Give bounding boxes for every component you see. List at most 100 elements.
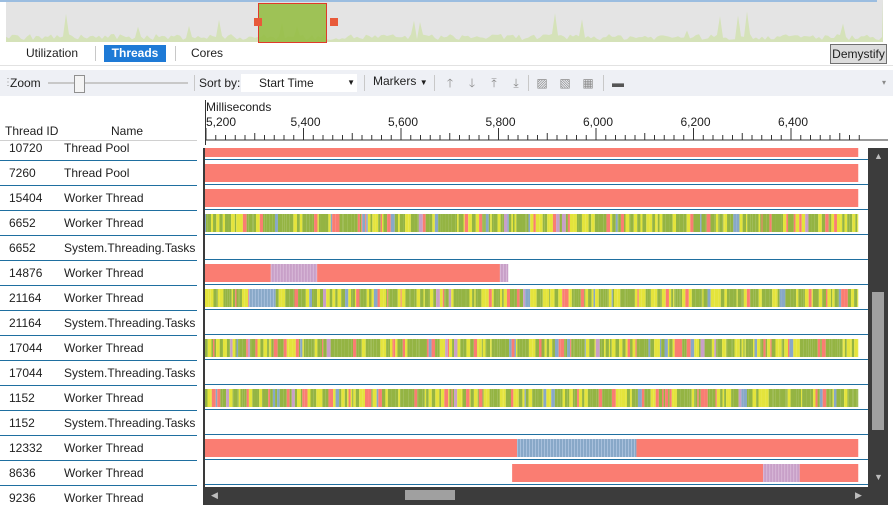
thread-lane[interactable] xyxy=(512,464,858,482)
state-segment[interactable] xyxy=(467,289,470,307)
state-segment[interactable] xyxy=(699,389,701,407)
state-segment[interactable] xyxy=(725,339,726,357)
state-segment[interactable] xyxy=(660,339,661,357)
state-segment[interactable] xyxy=(759,289,761,307)
state-segment[interactable] xyxy=(448,389,449,407)
state-segment[interactable] xyxy=(278,339,281,357)
state-segment[interactable] xyxy=(247,389,249,407)
state-segment[interactable] xyxy=(657,289,661,307)
state-segment[interactable] xyxy=(367,289,369,307)
state-segment[interactable] xyxy=(297,389,301,407)
state-segment[interactable] xyxy=(481,289,485,307)
state-segment[interactable] xyxy=(314,289,317,307)
state-segment[interactable] xyxy=(598,214,601,232)
state-segment[interactable] xyxy=(762,289,766,307)
state-segment[interactable] xyxy=(308,389,311,407)
state-segment[interactable] xyxy=(371,339,373,357)
thread-timeline[interactable] xyxy=(205,148,868,488)
state-segment[interactable] xyxy=(760,214,761,232)
state-segment[interactable] xyxy=(454,339,457,357)
state-segment[interactable] xyxy=(550,214,553,232)
state-segment[interactable] xyxy=(562,214,566,232)
state-segment[interactable] xyxy=(788,214,791,232)
state-segment[interactable] xyxy=(557,389,560,407)
state-segment[interactable] xyxy=(296,339,299,357)
state-segment[interactable] xyxy=(321,214,325,232)
state-segment[interactable] xyxy=(504,289,507,307)
state-segment[interactable] xyxy=(559,339,561,357)
state-segment[interactable] xyxy=(778,339,781,357)
state-segment[interactable] xyxy=(749,339,752,357)
state-segment[interactable] xyxy=(362,214,365,232)
state-segment[interactable] xyxy=(784,339,788,357)
state-segment[interactable] xyxy=(325,214,328,232)
state-segment[interactable] xyxy=(801,389,802,407)
state-segment[interactable] xyxy=(681,289,682,307)
state-segment[interactable] xyxy=(772,339,774,357)
state-segment[interactable] xyxy=(584,389,588,407)
state-segment[interactable] xyxy=(403,389,407,407)
state-segment[interactable] xyxy=(830,339,831,357)
state-segment[interactable] xyxy=(697,214,700,232)
state-segment[interactable] xyxy=(796,389,798,407)
move-down-icon[interactable]: 🡓 xyxy=(464,70,480,96)
state-segment[interactable] xyxy=(441,214,443,232)
state-segment[interactable] xyxy=(574,339,575,357)
state-segment[interactable] xyxy=(470,389,471,407)
state-segment[interactable] xyxy=(753,389,757,407)
state-segment[interactable] xyxy=(366,214,368,232)
state-segment[interactable] xyxy=(326,289,330,307)
state-segment[interactable] xyxy=(726,389,729,407)
state-segment[interactable] xyxy=(535,339,539,357)
state-segment[interactable] xyxy=(317,289,320,307)
state-segment[interactable] xyxy=(361,289,364,307)
state-segment[interactable] xyxy=(789,339,793,357)
state-segment[interactable] xyxy=(468,214,472,232)
state-segment[interactable] xyxy=(252,389,254,407)
state-segment[interactable] xyxy=(786,214,788,232)
state-segment[interactable] xyxy=(491,389,493,407)
state-segment[interactable] xyxy=(509,339,511,357)
state-segment[interactable] xyxy=(271,339,273,357)
state-segment[interactable] xyxy=(636,439,858,457)
state-segment[interactable] xyxy=(457,214,459,232)
markers-dropdown[interactable]: Markers ▼ xyxy=(373,68,428,94)
state-segment[interactable] xyxy=(463,214,464,232)
state-segment[interactable] xyxy=(386,289,387,307)
state-segment[interactable] xyxy=(348,289,351,307)
state-segment[interactable] xyxy=(414,389,417,407)
state-segment[interactable] xyxy=(815,214,819,232)
state-segment[interactable] xyxy=(500,289,502,307)
state-segment[interactable] xyxy=(756,389,758,407)
state-segment[interactable] xyxy=(530,289,534,307)
state-segment[interactable] xyxy=(245,389,247,407)
state-segment[interactable] xyxy=(520,289,524,307)
state-segment[interactable] xyxy=(469,289,472,307)
state-segment[interactable] xyxy=(727,289,730,307)
state-segment[interactable] xyxy=(847,339,850,357)
state-segment[interactable] xyxy=(630,289,631,307)
state-segment[interactable] xyxy=(851,289,854,307)
state-segment[interactable] xyxy=(826,289,827,307)
state-segment[interactable] xyxy=(302,389,304,407)
state-segment[interactable] xyxy=(555,339,559,357)
state-segment[interactable] xyxy=(589,214,592,232)
state-segment[interactable] xyxy=(312,214,314,232)
state-segment[interactable] xyxy=(327,339,331,357)
state-segment[interactable] xyxy=(517,439,636,457)
state-segment[interactable] xyxy=(504,389,506,407)
state-segment[interactable] xyxy=(528,214,530,232)
state-segment[interactable] xyxy=(213,214,216,232)
state-segment[interactable] xyxy=(305,389,308,407)
state-segment[interactable] xyxy=(360,214,361,232)
state-segment[interactable] xyxy=(306,289,309,307)
state-segment[interactable] xyxy=(522,339,525,357)
state-segment[interactable] xyxy=(608,389,612,407)
state-segment[interactable] xyxy=(711,289,715,307)
state-segment[interactable] xyxy=(345,389,347,407)
state-segment[interactable] xyxy=(482,389,483,407)
state-segment[interactable] xyxy=(268,339,269,357)
state-segment[interactable] xyxy=(642,389,644,407)
state-segment[interactable] xyxy=(401,289,402,307)
state-segment[interactable] xyxy=(802,214,805,232)
